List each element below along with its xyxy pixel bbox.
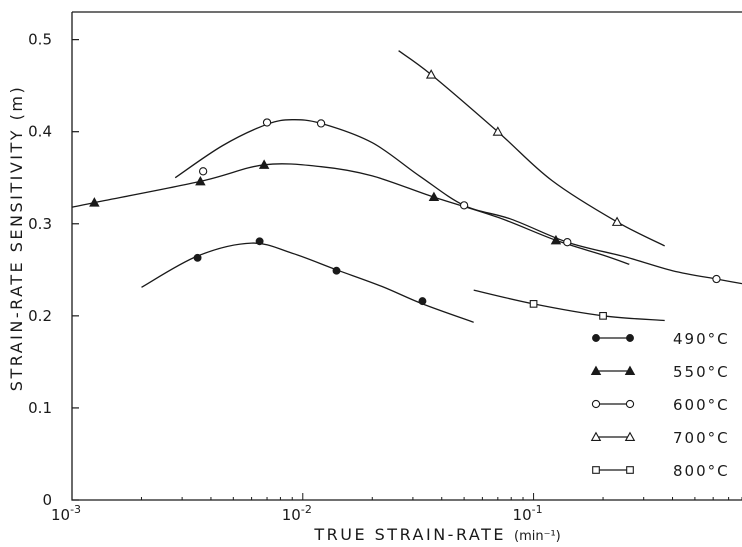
series-curve <box>473 289 665 322</box>
x-tick-label: 10-1 <box>513 503 543 524</box>
series-curve <box>174 119 742 285</box>
data-point <box>592 334 600 342</box>
data-point <box>193 253 202 262</box>
series-curve <box>141 242 474 323</box>
data-point <box>529 300 538 308</box>
data-point <box>592 466 600 474</box>
data-point <box>590 431 602 441</box>
data-point <box>611 216 623 226</box>
data-point <box>626 466 634 474</box>
legend-item: 490°C <box>592 330 730 348</box>
data-point <box>625 399 635 409</box>
data-point <box>258 159 270 169</box>
series-curves <box>71 50 742 323</box>
data-point <box>624 431 636 441</box>
plot-frame <box>71 11 742 501</box>
legend-label: 490°C <box>673 330 730 348</box>
data-point <box>255 237 264 246</box>
series-curve <box>398 50 665 247</box>
legend-label: 700°C <box>673 429 730 447</box>
y-tick-label: 0 <box>42 491 52 509</box>
series-curve <box>71 163 630 265</box>
data-point <box>624 365 636 375</box>
y-tick-label: 0.4 <box>28 123 52 141</box>
data-point <box>712 274 721 284</box>
legend-item: 800°C <box>592 462 730 480</box>
x-tick-label: 10-3 <box>51 503 81 524</box>
legend-item: 600°C <box>591 396 730 414</box>
data-point <box>550 234 562 245</box>
legend: 490°C 550°C 600°C 700°C 800°C <box>590 330 730 480</box>
data-point <box>332 266 341 275</box>
data-point <box>195 175 206 186</box>
data-point <box>198 167 208 176</box>
data-point <box>459 201 469 210</box>
x-axis-title: TRUE STRAIN-RATE <box>313 525 506 544</box>
legend-label: 550°C <box>673 363 730 381</box>
data-point <box>591 399 601 409</box>
data-point <box>428 191 440 202</box>
legend-label: 600°C <box>673 396 730 414</box>
x-tick-label: 10-2 <box>282 503 312 524</box>
legend-item: 550°C <box>590 363 730 381</box>
data-point <box>262 118 272 127</box>
y-axis-title: STRAIN-RATE SENSITIVITY (m) <box>7 85 26 391</box>
legend-label: 800°C <box>673 462 730 480</box>
y-tick-label: 0.2 <box>28 307 52 325</box>
x-axis-unit: (min⁻¹) <box>514 529 561 544</box>
legend-item: 700°C <box>590 429 730 447</box>
data-point <box>425 69 437 79</box>
y-tick-label: 0.3 <box>28 215 52 233</box>
data-point <box>89 197 100 207</box>
data-point <box>563 238 572 247</box>
data-points <box>89 69 721 320</box>
data-point <box>418 297 427 306</box>
data-point <box>590 365 602 375</box>
y-tick-label: 0.5 <box>28 31 52 49</box>
data-point <box>599 311 607 320</box>
data-point <box>626 334 634 342</box>
data-point <box>316 119 326 128</box>
axis-lines <box>71 11 742 501</box>
y-tick-label: 0.1 <box>28 399 52 417</box>
axis-ticks: 0 0.1 0.2 0.3 0.4 0.5 10-3 10-2 10-1 <box>28 31 742 524</box>
data-point <box>492 126 504 136</box>
